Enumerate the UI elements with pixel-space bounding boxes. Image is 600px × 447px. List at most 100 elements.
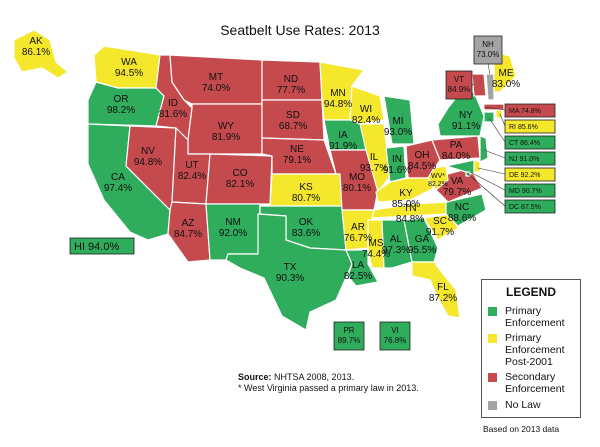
state-nc <box>445 193 487 227</box>
state-abbr-in: IN <box>392 154 402 165</box>
state-de <box>473 159 481 173</box>
legend: LEGEND Primary Enforcement Primary Enfor… <box>481 279 581 418</box>
state-abbr-wy: WY <box>218 121 234 132</box>
state-rate-vt: 84.9% <box>448 85 471 94</box>
legend-label: Primary <box>505 332 542 344</box>
state-fl <box>411 261 461 319</box>
state-sc <box>423 213 459 241</box>
state-rate-wa: 94.5% <box>115 68 143 79</box>
state-label-nj: NJ 91.0% <box>509 156 539 163</box>
state-abbr-fl: FL <box>437 282 449 293</box>
state-rate-az: 84.7% <box>174 229 202 240</box>
state-rate-mt: 74.0% <box>202 83 230 94</box>
state-abbr-tx: TX <box>284 262 297 273</box>
source-note: Source: NHTSA 2008, 2013. * West Virgini… <box>238 372 419 394</box>
state-abbr-or: OR <box>114 94 129 105</box>
callout-line <box>488 117 506 143</box>
state-rate-ny: 91.1% <box>452 121 480 132</box>
state-box-hi <box>69 237 135 255</box>
state-ga <box>403 217 439 263</box>
state-rate-al: 97.3% <box>382 245 410 256</box>
state-ct <box>483 111 495 123</box>
legend-label: Primary <box>505 305 542 317</box>
state-rate-me: 83.0% <box>492 79 520 90</box>
state-abbr-nh: NH <box>482 40 494 49</box>
legend-label: Enforcement <box>505 317 565 329</box>
state-box-de <box>504 167 556 182</box>
state-rate-mn: 94.8% <box>324 99 352 110</box>
callout-line <box>487 63 491 75</box>
state-rate-ar: 76.7% <box>344 233 372 244</box>
state-abbr-il: IL <box>370 152 379 163</box>
legend-swatch-primary-post2001 <box>488 334 497 343</box>
legend-label: Secondary <box>505 371 556 383</box>
callout-line <box>471 83 475 86</box>
state-rate-vi: 76.8% <box>384 336 407 345</box>
state-rate-nd: 77.7% <box>277 85 305 96</box>
state-abbr-ar: AR <box>351 222 365 233</box>
callout-line <box>499 113 506 127</box>
state-rate-wy: 81.9% <box>212 132 240 143</box>
legend-swatch-primary <box>488 307 497 316</box>
legend-swatch-no-law <box>488 401 497 410</box>
state-rate-ms: 74.4% <box>362 249 390 260</box>
state-abbr-nd: ND <box>284 74 298 85</box>
state-rate-nc: 88.6% <box>448 213 476 224</box>
state-wi <box>349 85 385 125</box>
state-abbr-sd: SD <box>286 110 300 121</box>
legend-item-secondary: Secondary Enforcement <box>488 371 565 395</box>
state-box-dc <box>504 199 556 214</box>
legend-swatch-secondary <box>488 373 497 382</box>
state-rate-tn: 84.8% <box>396 214 424 225</box>
state-ms <box>367 219 385 269</box>
state-box-md <box>504 183 556 198</box>
state-rate-id: 81.6% <box>159 109 187 120</box>
state-abbr-mo: MO <box>349 172 365 183</box>
state-abbr-ga: GA <box>415 234 430 245</box>
state-abbr-al: AL <box>390 234 403 245</box>
state-rate-fl: 87.2% <box>429 293 457 304</box>
state-box-vt <box>445 70 473 100</box>
state-ny <box>437 89 485 137</box>
state-rate-ne: 79.1% <box>283 155 311 166</box>
state-rate-co: 82.1% <box>226 179 254 190</box>
state-abbr-id: ID <box>168 98 178 109</box>
state-abbr-wi: WI <box>360 104 372 115</box>
callout-line <box>477 167 506 175</box>
state-abbr-wa: WA <box>121 57 137 68</box>
state-rate-ca: 97.4% <box>104 183 132 194</box>
state-rate-ak: 86.1% <box>22 47 50 58</box>
source-text: NHTSA 2008, 2013. <box>274 372 355 382</box>
source-label: Source: <box>238 372 272 382</box>
state-abbr-sc: SC <box>433 216 447 227</box>
state-rate-la: 82.5% <box>344 271 372 282</box>
state-abbr-ut: UT <box>185 160 198 171</box>
state-abbr-nv: NV <box>141 146 155 157</box>
state-mi <box>383 95 415 145</box>
state-abbr-ne: NE <box>290 144 304 155</box>
state-label-de: DE 92.2% <box>509 172 541 179</box>
legend-label: Enforcement <box>505 344 565 356</box>
state-abbr-nm: NM <box>225 217 241 228</box>
based-on-note: Based on 2013 data <box>483 424 560 434</box>
state-rate-nh: 73.0% <box>477 50 500 59</box>
state-rate-wi: 82.4% <box>352 115 380 126</box>
callout-line <box>469 171 506 191</box>
callout-line <box>483 106 506 111</box>
callout-line <box>467 173 506 207</box>
legend-item-primary-post2001: Primary Enforcement Post-2001 <box>488 332 565 368</box>
state-abbr-ks: KS <box>299 182 313 193</box>
state-rate-oh: 84.5% <box>408 161 436 172</box>
state-abbr-vi: VI <box>391 326 399 335</box>
state-nh <box>485 73 495 101</box>
state-rate-ky: 85.0% <box>392 199 420 210</box>
state-abbr-mi: MI <box>392 116 403 127</box>
state-box-ct <box>504 135 556 150</box>
state-rate-or: 98.2% <box>107 105 135 116</box>
state-abbr-ky: KY <box>399 188 413 199</box>
legend-item-no-law: No Law <box>488 399 541 411</box>
state-abbr-ms: MS <box>369 238 384 249</box>
state-label-ct: CT 86.4% <box>509 140 540 147</box>
state-abbr-pa: PA <box>450 140 463 151</box>
state-vt <box>471 73 487 97</box>
